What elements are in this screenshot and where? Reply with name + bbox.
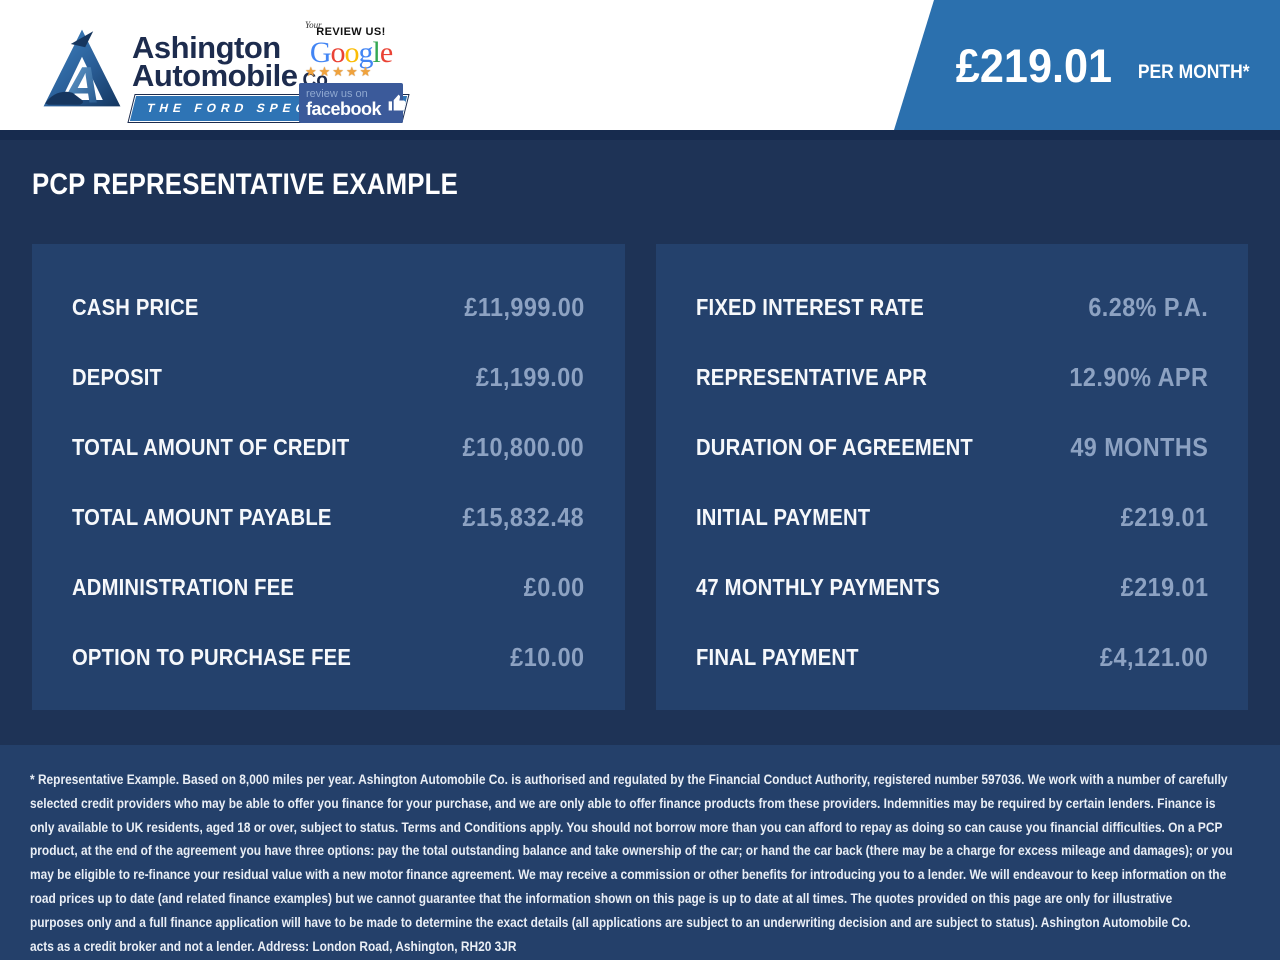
table-row: TOTAL AMOUNT OF CREDIT £10,800.00	[72, 412, 585, 482]
disclaimer-line: only available to UK residents, aged 18 …	[30, 819, 1223, 836]
table-row: FIXED INTEREST RATE 6.28% P.A.	[696, 272, 1209, 342]
row-label: INITIAL PAYMENT	[695, 503, 870, 530]
header: A Ashington Automobile Co. THE FORD SPEC…	[0, 0, 1280, 130]
facebook-review-us-on-label: review us on	[306, 88, 368, 100]
disclaimer-line: product, at the end of the agreement you…	[30, 843, 1233, 860]
row-value: £0.00	[523, 571, 585, 602]
monthly-price-amount: £219.01	[956, 38, 1113, 92]
disclaimer-text: * Representative Example. Based on 8,000…	[30, 769, 1273, 959]
google-letter: e	[379, 36, 393, 69]
review-badges: Your REVIEW US! Google ★★★★★ review us o…	[299, 20, 406, 123]
five-stars-icon: ★★★★★	[305, 64, 374, 79]
row-label: OPTION TO PURCHASE FEE	[72, 643, 352, 670]
table-row: ADMINISTRATION FEE £0.00	[72, 552, 585, 622]
logo-name-line2: Automobile Co.	[132, 58, 405, 93]
disclaimer-line: selected credit providers who may be abl…	[30, 795, 1216, 812]
google-logo: Google	[299, 36, 403, 69]
finance-left-panel: CASH PRICE £11,999.00 DEPOSIT £1,199.00 …	[32, 244, 625, 710]
table-row: CASH PRICE £11,999.00	[72, 272, 585, 342]
row-value: £219.01	[1120, 571, 1208, 602]
disclaimer-line: road prices up to date (and related fina…	[30, 890, 1173, 907]
table-row: TOTAL AMOUNT PAYABLE £15,832.48	[72, 482, 585, 552]
row-label: FIXED INTEREST RATE	[695, 293, 924, 320]
header-divider	[0, 130, 1280, 140]
row-value: £219.01	[1120, 501, 1208, 532]
disclaimer-line: * Representative Example. Based on 8,000…	[30, 772, 1228, 788]
brand-logo[interactable]: A Ashington Automobile Co. THE FORD SPEC…	[42, 26, 410, 123]
row-value: 12.90% APR	[1069, 361, 1208, 392]
row-label: DEPOSIT	[72, 363, 163, 390]
google-review-badge[interactable]: Your REVIEW US! Google ★★★★★	[299, 20, 403, 78]
row-label: TOTAL AMOUNT OF CREDIT	[72, 433, 350, 460]
facebook-review-badge[interactable]: review us on facebook	[299, 83, 406, 123]
disclaimer-line: purposes only and a full finance applica…	[30, 914, 1191, 931]
table-row: REPRESENTATIVE APR 12.90% APR	[696, 342, 1209, 412]
row-value: £11,999.00	[464, 291, 585, 322]
google-letter: g	[358, 36, 374, 69]
google-letter: o	[330, 36, 346, 69]
logo-text: Ashington Automobile Co. THE FORD SPECIA…	[127, 30, 410, 123]
disclaimer-line: may be eligible to re-finance your resid…	[30, 867, 1227, 884]
row-value: £4,121.00	[1099, 641, 1208, 672]
facebook-badge-text: review us on facebook	[306, 88, 382, 119]
row-label: CASH PRICE	[72, 293, 199, 320]
table-row: FINAL PAYMENT £4,121.00	[696, 622, 1209, 692]
google-letter: o	[344, 36, 360, 69]
row-value: £10,800.00	[462, 431, 585, 462]
table-row: OPTION TO PURCHASE FEE £10.00	[72, 622, 585, 692]
thumbs-up-icon	[388, 94, 406, 111]
monthly-price-period: PER MONTH*	[1138, 62, 1250, 83]
table-row: DURATION OF AGREEMENT 49 MONTHS	[696, 412, 1209, 482]
row-value: £1,199.00	[476, 361, 585, 392]
monthly-price-banner: £219.01 PER MONTH*	[894, 0, 1280, 130]
row-label: REPRESENTATIVE APR	[695, 363, 927, 390]
page-title-text: PCP REPRESENTATIVE EXAMPLE	[32, 168, 458, 201]
row-value: 49 MONTHS	[1070, 431, 1208, 462]
logo-a-mark-icon: A	[43, 29, 121, 110]
google-letter: l	[372, 36, 381, 69]
row-label: 47 MONTHLY PAYMENTS	[695, 573, 940, 600]
row-value: 6.28% P.A.	[1088, 291, 1208, 322]
disclaimer-footer: * Representative Example. Based on 8,000…	[0, 745, 1280, 960]
row-value: £10.00	[510, 641, 585, 672]
table-row: DEPOSIT £1,199.00	[72, 342, 585, 412]
row-label: FINAL PAYMENT	[695, 643, 859, 670]
review-us-label: REVIEW US!	[316, 26, 386, 38]
table-row: INITIAL PAYMENT £219.01	[696, 482, 1209, 552]
table-row: 47 MONTHLY PAYMENTS £219.01	[696, 552, 1209, 622]
finance-right-panel: FIXED INTEREST RATE 6.28% P.A. REPRESENT…	[655, 244, 1248, 710]
disclaimer-line: acts as a credit broker and not a lender…	[30, 938, 517, 955]
review-us-pre-label: Your	[305, 20, 322, 30]
finance-panels: CASH PRICE £11,999.00 DEPOSIT £1,199.00 …	[32, 244, 1248, 710]
row-label: TOTAL AMOUNT PAYABLE	[72, 503, 332, 530]
row-label: ADMINISTRATION FEE	[72, 573, 295, 600]
google-letter: G	[309, 36, 332, 69]
logo-name-line2-main: Automobile	[132, 58, 298, 93]
page-title: PCP REPRESENTATIVE EXAMPLE	[32, 168, 1280, 202]
row-label: DURATION OF AGREEMENT	[695, 433, 973, 460]
row-value: £15,832.48	[462, 501, 585, 532]
facebook-wordmark: facebook	[306, 99, 382, 119]
logo-name-line1: Ashington	[132, 30, 281, 65]
